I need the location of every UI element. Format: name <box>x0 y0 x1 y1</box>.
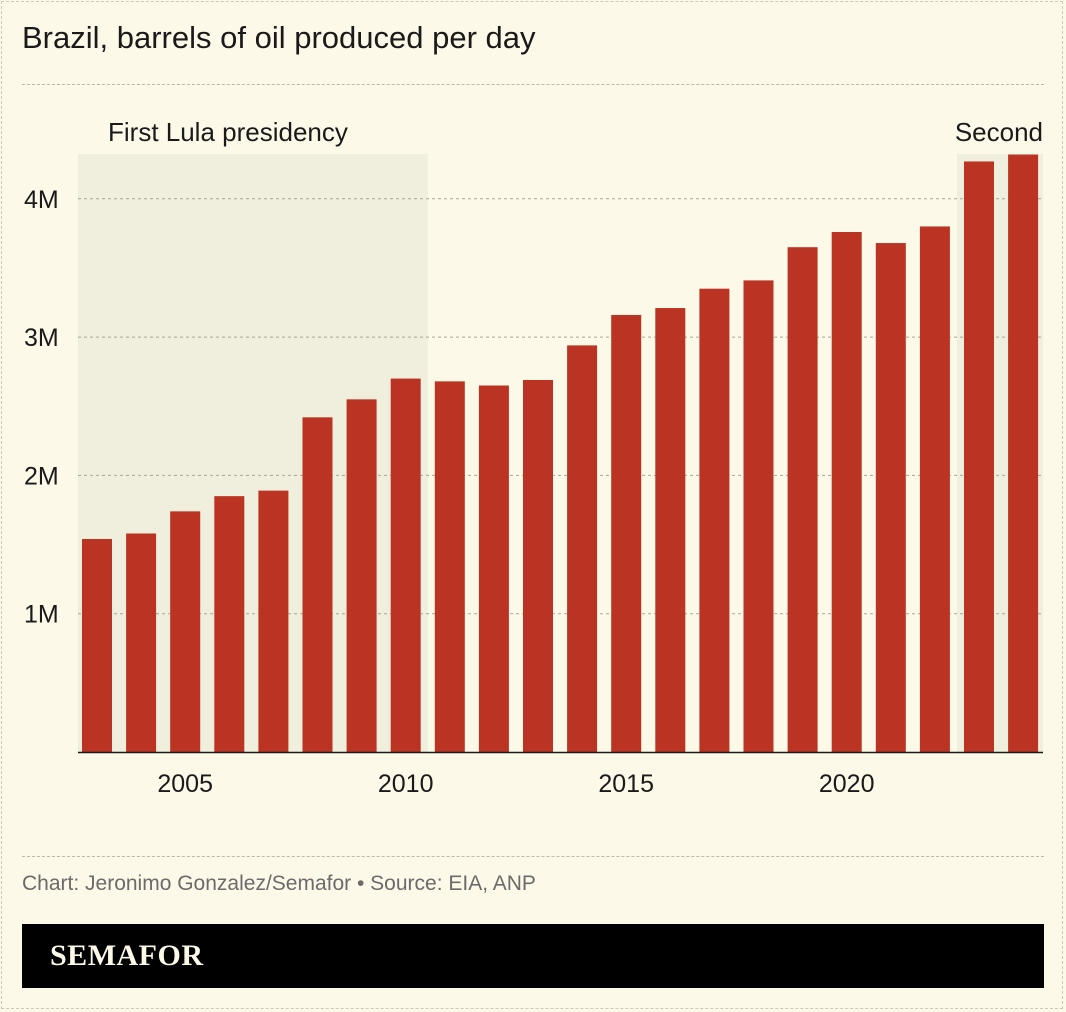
bar-2016 <box>655 308 686 752</box>
bar-2003 <box>82 539 112 752</box>
y-tick-label: 2M <box>24 462 59 490</box>
credit-line: Chart: Jeronimo Gonzalez/Semafor • Sourc… <box>22 872 536 895</box>
bar-2018 <box>743 280 774 752</box>
bar-2005 <box>170 511 201 752</box>
bar-2004 <box>126 533 157 752</box>
semafor-logo: SEMAFOR <box>22 924 1044 988</box>
bar-chart: First Lula presidency Second 1M 2M 3M 4M 2005 2… <box>24 117 1043 798</box>
y-tick-label: 4M <box>24 186 59 214</box>
bar-2012 <box>478 385 509 752</box>
annotation-label: Second <box>955 117 1043 147</box>
y-tick-label: 3M <box>24 324 59 352</box>
bar-2014 <box>567 345 598 752</box>
x-tick-label: 2020 <box>819 770 875 798</box>
bar-2019 <box>787 247 818 752</box>
bar-2009 <box>346 399 377 752</box>
x-tick-label: 2010 <box>378 770 434 798</box>
logo-text: SEMAFOR <box>50 939 204 972</box>
bar-2023 <box>964 161 994 753</box>
y-tick-label: 1M <box>24 601 59 629</box>
bottom-divider <box>22 856 1044 857</box>
bar-2008 <box>302 417 333 752</box>
bar-2022 <box>919 226 950 752</box>
bar-2017 <box>699 288 730 752</box>
bar-2020 <box>831 231 862 752</box>
chart-title: Brazil, barrels of oil produced per day <box>22 20 536 55</box>
x-tick-label: 2015 <box>598 770 654 798</box>
bar-2013 <box>523 379 553 752</box>
bar-2007 <box>258 490 289 752</box>
bar-2015 <box>611 314 642 752</box>
bar-2010 <box>390 378 421 752</box>
bar-2024 <box>1008 154 1039 752</box>
bar-2006 <box>214 496 245 752</box>
top-divider <box>22 84 1044 85</box>
bar-2011 <box>434 381 465 752</box>
annotation-label: First Lula presidency <box>108 117 348 147</box>
bar-2021 <box>875 243 906 752</box>
x-tick-label: 2005 <box>157 770 213 798</box>
